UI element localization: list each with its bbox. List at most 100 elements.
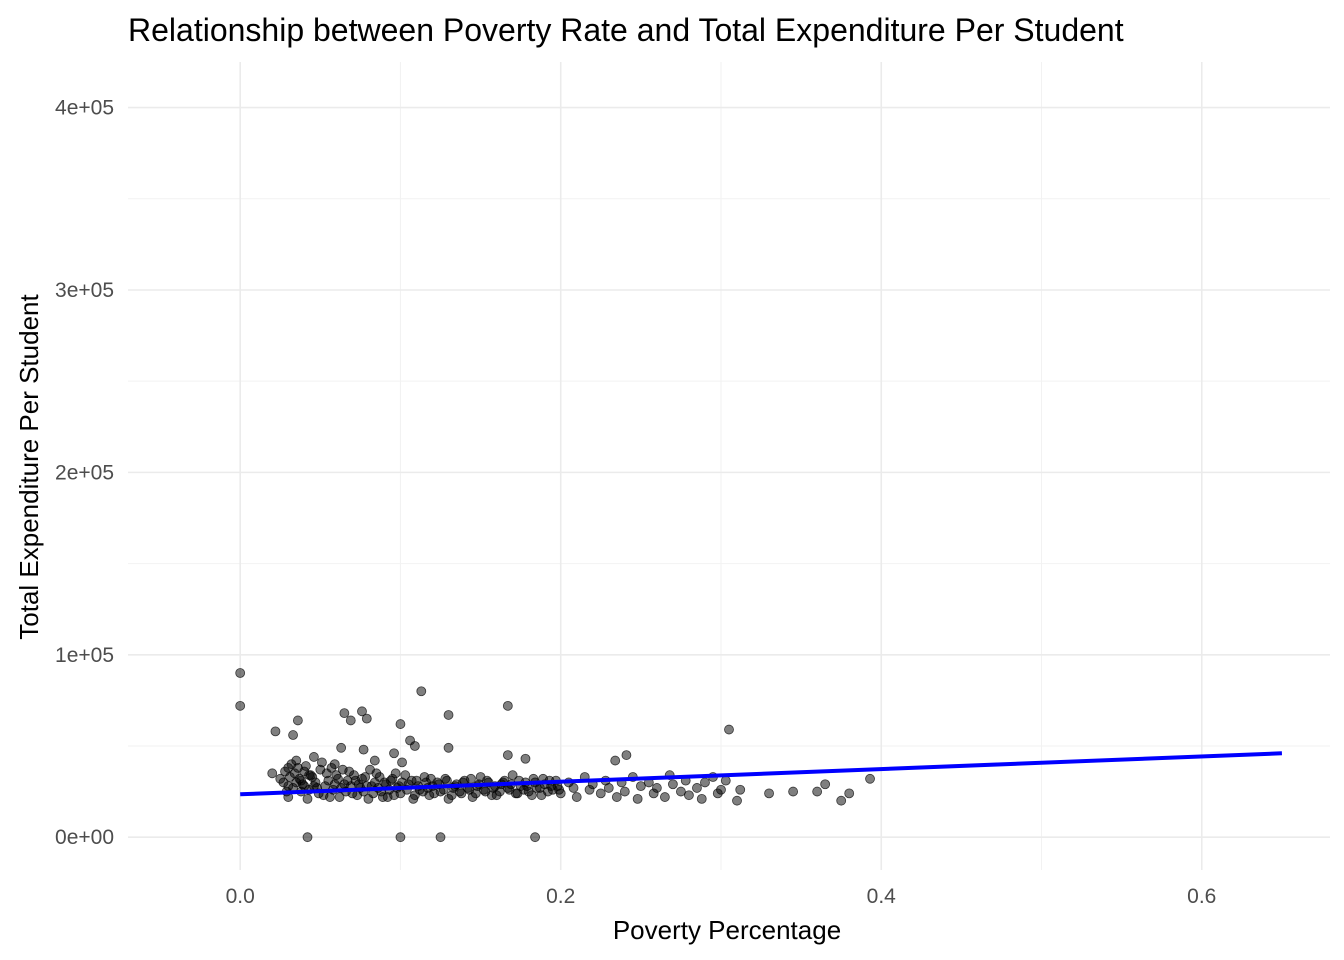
data-point [409, 790, 420, 801]
data-point [676, 786, 686, 797]
grid-lines [128, 62, 1330, 870]
regression-line [240, 751, 1282, 797]
data-point [820, 779, 831, 790]
data-point [374, 772, 385, 782]
data-point [235, 668, 246, 678]
data-point [470, 788, 481, 799]
data-point [292, 762, 303, 773]
data-point [844, 788, 855, 799]
y-tick-label: 0e+00 [55, 826, 114, 849]
data-point [442, 775, 452, 786]
data-point [409, 741, 420, 751]
data-point [345, 715, 356, 726]
data-point [692, 783, 702, 793]
data-point [365, 764, 375, 775]
data-point [395, 719, 406, 729]
data-point [270, 726, 281, 737]
data-point [267, 768, 278, 779]
data-point [389, 748, 399, 759]
data-point [435, 832, 446, 843]
data-point [326, 762, 337, 773]
data-point [520, 753, 531, 764]
y-tick-label: 2e+05 [55, 461, 114, 484]
data-point [621, 750, 632, 760]
data-point [309, 781, 319, 791]
data-point [788, 786, 799, 797]
data-point [337, 764, 348, 775]
data-point [397, 757, 407, 768]
data-point [339, 708, 350, 719]
data-point [510, 788, 521, 799]
data-point [502, 750, 513, 760]
data-point [288, 730, 298, 740]
data-point [302, 832, 313, 843]
data-point [395, 832, 406, 843]
data-point [724, 724, 734, 735]
data-point [632, 793, 643, 804]
data-point [700, 777, 710, 788]
chart-title: Relationship between Poverty Rate and To… [128, 12, 1124, 48]
data-point [720, 775, 731, 786]
data-point [278, 777, 289, 788]
data-point [284, 772, 295, 782]
x-tick-label: 0.6 [1187, 885, 1216, 908]
data-point [635, 781, 646, 791]
data-point [443, 742, 454, 753]
data-point [361, 713, 372, 724]
data-point [684, 790, 694, 801]
data-point [466, 773, 476, 784]
data-point [446, 790, 457, 801]
data-point [502, 700, 513, 711]
data-point [486, 790, 497, 801]
y-tick-labels: 0e+00 1e+05 2e+05 3e+05 4e+05 [55, 97, 114, 850]
data-point [696, 793, 707, 804]
data-point [389, 790, 399, 801]
data-point [325, 792, 335, 802]
data-point [812, 786, 823, 797]
x-axis-title: Poverty Percentage [613, 915, 841, 945]
data-point [349, 770, 359, 781]
data-point [357, 706, 367, 717]
y-axis-title: Total Expenditure Per Student [14, 294, 44, 640]
data-point [651, 783, 662, 793]
data-point [357, 773, 367, 784]
data-point [610, 755, 621, 766]
data-point [568, 783, 579, 793]
data-point [377, 792, 388, 802]
data-point [595, 788, 606, 799]
data-point [426, 773, 436, 784]
data-point [668, 779, 678, 790]
data-point [764, 788, 774, 799]
data-point [333, 773, 343, 784]
y-tick-label: 4e+05 [55, 97, 114, 120]
data-point [299, 781, 310, 791]
data-point [429, 788, 440, 799]
data-point [732, 795, 742, 806]
data-point [390, 768, 401, 779]
data-point [611, 792, 622, 802]
data-points [235, 668, 875, 843]
x-tick-label: 0.0 [226, 885, 255, 908]
x-tick-label: 0.2 [546, 885, 575, 908]
data-point [716, 784, 726, 795]
data-point [317, 757, 327, 768]
data-point [416, 686, 427, 697]
data-point [659, 792, 670, 802]
trend-line [240, 751, 1282, 797]
x-tick-labels: 0.0 0.2 0.4 0.6 [226, 885, 1217, 908]
data-point [336, 742, 347, 753]
data-point [309, 752, 319, 762]
data-point [865, 773, 875, 784]
data-point [358, 744, 369, 755]
data-point [385, 775, 396, 786]
data-point [304, 770, 315, 781]
data-point [530, 832, 540, 843]
data-point [443, 710, 454, 720]
y-tick-label: 3e+05 [55, 279, 114, 302]
data-point [526, 790, 537, 801]
x-tick-label: 0.4 [867, 885, 897, 908]
data-point [406, 775, 417, 786]
data-point [836, 795, 847, 806]
